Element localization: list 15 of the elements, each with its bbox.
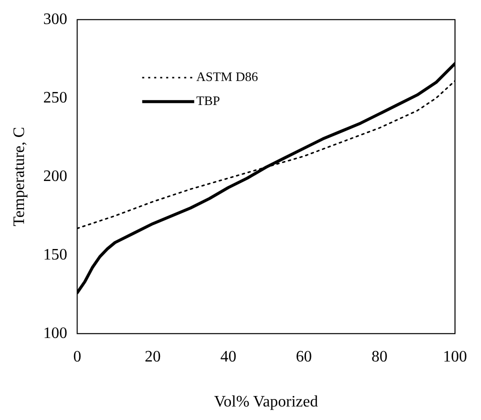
legend-label: TBP [196, 93, 220, 108]
x-tick-label: 0 [73, 348, 82, 366]
legend-label: ASTM D86 [196, 69, 258, 84]
y-tick-label: 300 [43, 10, 68, 28]
x-tick-label: 20 [144, 348, 161, 366]
y-tick-label: 150 [43, 246, 68, 264]
x-tick-label: 60 [296, 348, 312, 366]
y-tick-label: 250 [43, 89, 68, 106]
x-tick-label: 100 [443, 348, 467, 366]
x-axis-title: Vol% Vaporized [214, 394, 318, 411]
y-tick-label: 100 [43, 324, 68, 342]
y-axis-title: Temperature, C [10, 126, 28, 226]
x-tick-label: 80 [371, 348, 388, 366]
y-tick-label: 200 [43, 168, 68, 185]
x-tick-label: 40 [220, 348, 236, 366]
